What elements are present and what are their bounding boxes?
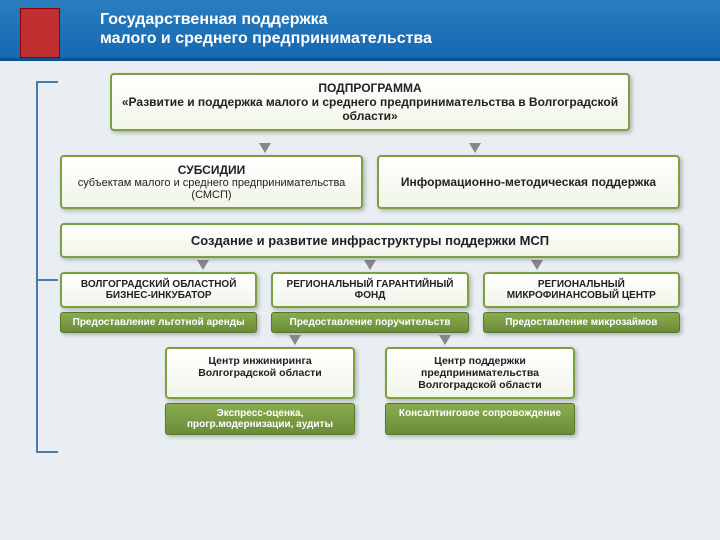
- subsidies-box: СУБСИДИИ субъектам малого и среднего пре…: [60, 155, 363, 209]
- header-line2: малого и среднего предпринимательства: [100, 30, 432, 47]
- region-emblem: [20, 8, 60, 58]
- bracket-branch: [36, 451, 58, 453]
- audit-service-box: Экспресс-оценка, прогр.модернизации, ауд…: [165, 403, 355, 435]
- engineering-center-caption: Центр инжиниринга Волгоградской области: [175, 355, 345, 379]
- subsidies-sub: субъектам малого и среднего предпринимат…: [70, 177, 353, 201]
- arrow-down-icon: [289, 335, 301, 345]
- header-line1: Государственная поддержка: [100, 11, 328, 28]
- header-title: Государственная поддержка малого и средн…: [100, 10, 704, 48]
- bracket-branch: [36, 279, 58, 281]
- guarantee-fund-box: РЕГИОНАЛЬНЫЙ ГАРАНТИЙНЫЙ ФОНД: [271, 272, 468, 308]
- slide-header: Государственная поддержка малого и средн…: [0, 0, 720, 61]
- subprogram-caption: ПОДПРОГРАММА: [120, 81, 620, 95]
- consulting-service-box: Консалтинговое сопровождение: [385, 403, 575, 435]
- arrow-down-icon: [364, 260, 376, 270]
- support-center-box: Центр поддержки предпринимательства Волг…: [385, 347, 575, 399]
- arrow-down-icon: [259, 143, 271, 153]
- subprogram-box: ПОДПРОГРАММА «Развитие и поддержка малог…: [110, 73, 630, 131]
- subsidies-caption: СУБСИДИИ: [70, 163, 353, 177]
- support-center-caption: Центр поддержки предпринимательства Волг…: [395, 355, 565, 391]
- row-centers: Центр инжиниринга Волгоградской области …: [60, 347, 680, 399]
- bracket-line: [36, 81, 38, 451]
- row-services: Предоставление льготной аренды Предостав…: [60, 312, 680, 333]
- surety-service-box: Предоставление поручительств: [271, 312, 468, 333]
- info-support-caption: Информационно-методическая поддержка: [401, 175, 656, 189]
- engineering-center-box: Центр инжиниринга Волгоградской области: [165, 347, 355, 399]
- diagram-content: ПОДПРОГРАММА «Развитие и поддержка малог…: [0, 61, 720, 435]
- arrow-down-icon: [197, 260, 209, 270]
- incubator-caption: ВОЛГОГРАДСКИЙ ОБЛАСТНОЙ БИЗНЕС-ИНКУБАТОР: [66, 279, 251, 301]
- row-center-services: Экспресс-оценка, прогр.модернизации, ауд…: [60, 403, 680, 435]
- row-orgs: ВОЛГОГРАДСКИЙ ОБЛАСТНОЙ БИЗНЕС-ИНКУБАТОР…: [60, 272, 680, 308]
- microloan-service-box: Предоставление микрозаймов: [483, 312, 680, 333]
- microfinance-box: РЕГИОНАЛЬНЫЙ МИКРОФИНАНСОВЫЙ ЦЕНТР: [483, 272, 680, 308]
- guarantee-fund-caption: РЕГИОНАЛЬНЫЙ ГАРАНТИЙНЫЙ ФОНД: [277, 279, 462, 301]
- arrow-down-icon: [439, 335, 451, 345]
- microfinance-caption: РЕГИОНАЛЬНЫЙ МИКРОФИНАНСОВЫЙ ЦЕНТР: [489, 279, 674, 301]
- subprogram-text: «Развитие и поддержка малого и среднего …: [120, 95, 620, 123]
- infrastructure-box: Создание и развитие инфраструктуры подде…: [60, 223, 680, 258]
- infrastructure-caption: Создание и развитие инфраструктуры подде…: [70, 233, 670, 248]
- rent-service-box: Предоставление льготной аренды: [60, 312, 257, 333]
- bracket-branch: [36, 81, 58, 83]
- arrow-down-icon: [469, 143, 481, 153]
- row-support-types: СУБСИДИИ субъектам малого и среднего пре…: [60, 155, 680, 209]
- info-support-box: Информационно-методическая поддержка: [377, 155, 680, 209]
- arrow-down-icon: [531, 260, 543, 270]
- incubator-box: ВОЛГОГРАДСКИЙ ОБЛАСТНОЙ БИЗНЕС-ИНКУБАТОР: [60, 272, 257, 308]
